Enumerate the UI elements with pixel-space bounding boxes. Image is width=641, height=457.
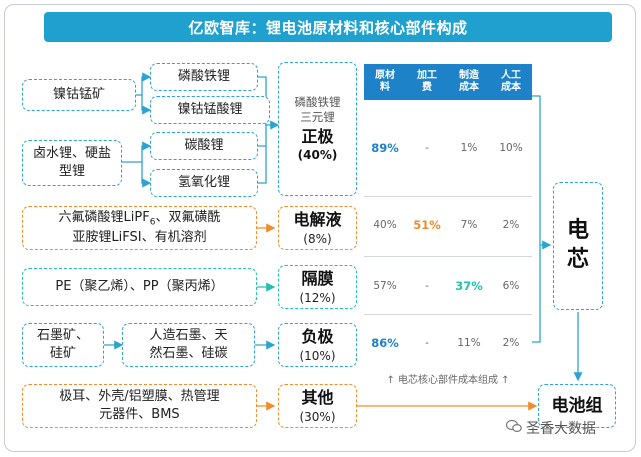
cost-table: 原材料 加工费 制造 成本 人工 成本 89% - 1% 10% 40% 51% 7…	[364, 64, 532, 366]
cathode-sub1: 磷酸铁锂	[294, 94, 341, 109]
header-raw: 原材料	[375, 70, 395, 93]
raw-electrolyte-line2: 亚胺锂LiFSI、有机溶剂	[72, 230, 207, 246]
others-name: 其他	[301, 388, 334, 408]
battery-pack-label: 电池组	[551, 395, 603, 416]
watermark: 圣香大数据	[505, 418, 596, 438]
link-intermediates-cathode	[258, 76, 280, 184]
wechat-icon	[505, 419, 522, 437]
table-cell: -	[425, 337, 429, 349]
mid-graphite-products: 人造石墨、天 然石墨、硅碳	[122, 323, 255, 367]
mid-lithium-carbonate: 碳酸锂	[150, 132, 258, 160]
table-cell: 11%	[457, 337, 481, 349]
mid-lfp-label: 磷酸铁锂	[177, 69, 230, 85]
header-process: 加工费	[417, 70, 437, 93]
battery-pack: 电池组	[538, 384, 616, 428]
raw-electrolyte-line1a: 六氟磷酸锂LiPF	[58, 210, 150, 226]
raw-separator-materials: PE（聚乙烯）、PP（聚丙烯）	[22, 268, 257, 306]
raw-lithium-brine: 卤水锂、硬盐 型锂	[22, 140, 122, 186]
mid-carbonate-label: 碳酸锂	[184, 138, 224, 154]
table-cell: -	[425, 142, 429, 154]
mid-graphite-line1: 人造石墨、天	[149, 328, 228, 344]
battery-cell: 电 芯	[553, 182, 603, 310]
table-cell: 37%	[455, 279, 483, 293]
table-cell: 6%	[502, 280, 520, 292]
electrolyte-name: 电解液	[293, 210, 342, 230]
table-cell: 57%	[373, 280, 397, 292]
battery-cell-line2: 芯	[566, 247, 589, 272]
table-cell: 89%	[371, 141, 399, 155]
row-divider	[364, 314, 532, 315]
table-cell: 51%	[413, 218, 441, 232]
raw-electrolyte-line1b: 、双氟磺酰	[155, 210, 221, 226]
others-pct: (30%)	[299, 409, 336, 424]
mid-lithium-iron-phosphate: 磷酸铁锂	[150, 63, 258, 91]
anode-pct: (10%)	[299, 348, 336, 363]
component-separator: 隔膜 (12%)	[278, 265, 357, 309]
table-cell: 1%	[460, 142, 478, 154]
raw-graphite-line2: 硅矿	[49, 346, 76, 361]
component-electrolyte: 电解液 (8%)	[278, 206, 357, 250]
separator-pct: (12%)	[299, 290, 336, 305]
anode-name: 负极	[301, 327, 334, 347]
table-cell: 2%	[502, 337, 520, 349]
link-r2-intermediates	[122, 141, 152, 188]
link-table-cell	[532, 95, 552, 343]
cost-table-header: 原材料 加工费 制造 成本 人工 成本	[364, 64, 532, 100]
raw-other-line1: 极耳、外壳/铝塑膜、热管理	[59, 389, 220, 405]
header-manufacture: 制造 成本	[459, 70, 479, 93]
table-cell: 10%	[499, 142, 523, 154]
raw-lithium-brine-line1: 卤水锂、硬盐	[32, 146, 111, 162]
raw-other-line2: 元器件、BMS	[99, 407, 180, 422]
component-others: 其他 (30%)	[278, 384, 357, 428]
row-divider	[364, 196, 532, 197]
battery-cell-line1: 电	[566, 218, 589, 244]
raw-nickel-cobalt-manganese-label: 镍钴锰矿	[52, 87, 105, 103]
mid-graphite-line2: 然石墨、硅碳	[149, 346, 228, 361]
cathode-name: 正极	[301, 126, 334, 146]
header-labor: 人工 成本	[501, 70, 521, 93]
mid-hydroxide-label: 氢氧化锂	[177, 175, 230, 191]
raw-other-parts: 极耳、外壳/铝塑膜、热管理 元器件、BMS	[22, 384, 257, 428]
component-cathode: 磷酸铁锂 三元锂 正极 (40%)	[278, 62, 357, 196]
raw-separator-label: PE（聚乙烯）、PP（聚丙烯）	[55, 279, 224, 295]
raw-nickel-cobalt-manganese: 镍钴锰矿	[22, 79, 136, 111]
row-divider	[364, 256, 532, 257]
raw-lithium-brine-line2: 型锂	[58, 164, 85, 179]
raw-graphite-silicon: 石墨矿、 硅矿	[22, 323, 104, 367]
mid-ncm-label: 镍钴锰酸锂	[177, 102, 243, 118]
cathode-pct: (40%)	[297, 148, 338, 163]
table-cell: -	[425, 280, 429, 292]
mid-lithium-hydroxide: 氢氧化锂	[150, 169, 258, 197]
table-cell: 7%	[460, 219, 478, 231]
table-cell: 2%	[502, 219, 520, 231]
table-note: ↑ 电芯核心部件成本组成 ↑	[386, 375, 510, 386]
table-cell: 86%	[371, 336, 399, 350]
cathode-sub2: 三元锂	[300, 110, 335, 125]
raw-electrolyte-subscript: 6	[149, 217, 156, 228]
component-anode: 负极 (10%)	[278, 323, 357, 367]
electrolyte-pct: (8%)	[303, 231, 332, 246]
raw-graphite-line1: 石墨矿、	[36, 328, 89, 344]
separator-name: 隔膜	[301, 269, 334, 289]
table-cell: 40%	[373, 219, 397, 231]
raw-electrolyte-materials: 六氟磷酸锂LiPF6、双氟磺酰 亚胺锂LiFSI、有机溶剂	[22, 206, 257, 250]
link-r1-intermediates	[136, 72, 152, 115]
raw-electrolyte-line1: 六氟磷酸锂LiPF6、双氟磺酰	[59, 209, 221, 229]
watermark-text: 圣香大数据	[526, 421, 596, 437]
mid-ncm: 镍钴锰酸锂	[150, 96, 270, 124]
diagram-title: 亿欧智库：锂电池原材料和核心部件构成	[44, 12, 612, 42]
